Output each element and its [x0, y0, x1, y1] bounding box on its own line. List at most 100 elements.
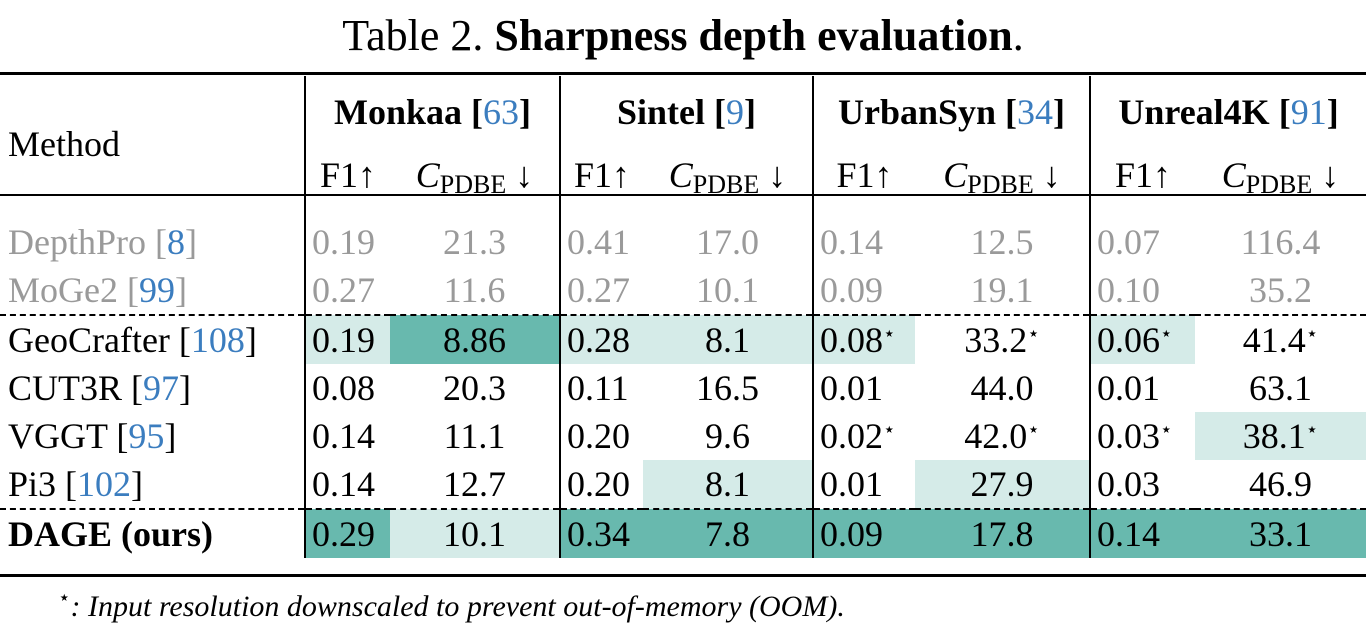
cell-value: 16.5 — [696, 368, 759, 408]
cell-value: 0.09 — [820, 270, 884, 310]
cell-value: 0.14 — [820, 222, 884, 262]
cell-value: 0.06 — [1097, 320, 1161, 360]
table-row: DepthPro [8] 0.19 21.3 0.41 17.0 0.14 12.5 0.07… — [0, 218, 1366, 266]
cpdbe-cell: 42.0⋆ — [915, 412, 1090, 460]
bottom-rule — [0, 574, 1366, 577]
star-marker: ⋆ — [1305, 419, 1319, 441]
f1-cell: 0.29 — [304, 508, 390, 558]
cpdbe-cell: 116.4 — [1195, 218, 1366, 266]
f1-cell: 0.08 — [304, 364, 390, 412]
citation-link[interactable]: 102 — [77, 464, 132, 504]
cell-value: 116.4 — [1240, 222, 1321, 262]
star-marker: ⋆ — [1160, 323, 1173, 345]
citation-link[interactable]: 95 — [128, 416, 165, 456]
spacer-cell — [812, 212, 916, 218]
metric-f1-header: F1↑ — [559, 148, 643, 212]
f1-cell: 0.03⋆ — [1089, 412, 1196, 460]
cpdbe-cell: 33.1 — [1195, 508, 1366, 558]
metric-c: C — [1221, 155, 1246, 195]
dataset-header-unreal4k: Unreal4K [91] — [1089, 76, 1366, 148]
cell-value: 8.86 — [443, 320, 506, 360]
citation-link[interactable]: 91 — [1290, 92, 1327, 132]
cell-value: 0.02 — [820, 416, 884, 456]
f1-cell: 0.02⋆ — [812, 412, 916, 460]
f1-cell: 0.41 — [559, 218, 643, 266]
citation-link[interactable]: 108 — [190, 320, 245, 360]
spacer-cell — [304, 212, 390, 218]
cell-value: 0.01 — [820, 464, 884, 504]
f1-cell: 0.01 — [1089, 364, 1196, 412]
citation-link[interactable]: 63 — [483, 92, 520, 132]
cell-value: 0.09 — [820, 514, 884, 554]
table-row: GeoCrafter [108] 0.19 8.86 0.28 8.1 0.08⋆ 33.2… — [0, 314, 1366, 364]
cell-value: 20.3 — [443, 368, 506, 408]
cell-value: 0.41 — [567, 222, 630, 262]
spacer-cell — [559, 212, 643, 218]
metric-c: C — [415, 155, 440, 195]
f1-cell: 0.07 — [1089, 218, 1196, 266]
dataset-name: Sintel — [617, 92, 706, 132]
metric-cpdbe-header: CPDBE ↓ — [1195, 148, 1366, 212]
cpdbe-cell: 27.9 — [915, 460, 1091, 509]
method-name: DepthPro — [8, 222, 146, 262]
cell-value: 7.8 — [705, 514, 750, 554]
f1-cell: 0.01 — [812, 460, 916, 509]
cpdbe-cell: 41.4⋆ — [1195, 314, 1366, 364]
f1-cell: 0.27 — [559, 266, 643, 315]
cell-value: 12.5 — [970, 222, 1034, 262]
results-table: Method Monkaa [63] Sintel [9] UrbanSyn [34… — [0, 76, 1366, 558]
f1-cell: 0.06⋆ — [1089, 314, 1196, 364]
cell-value: 0.01 — [1097, 368, 1161, 408]
citation-link[interactable]: 9 — [726, 92, 745, 132]
cell-value: 27.9 — [970, 464, 1034, 504]
cell-value: 0.08 — [312, 368, 375, 408]
star-marker: ⋆ — [1027, 323, 1040, 345]
metric-c-sub: PDBE — [967, 170, 1034, 199]
method-cell: DepthPro [8] — [8, 222, 197, 262]
metric-f1-header: F1↑ — [812, 148, 916, 212]
metric-c-sub: PDBE — [692, 170, 760, 199]
f1-cell: 0.08⋆ — [812, 314, 916, 364]
cell-value: 0.14 — [1097, 514, 1161, 554]
star-marker: ⋆ — [1305, 323, 1319, 345]
f1-cell: 0.20 — [559, 412, 643, 460]
cpdbe-cell: 17.8 — [915, 508, 1091, 558]
f1-cell: 0.09 — [812, 266, 916, 315]
cell-value: 0.10 — [1097, 270, 1161, 310]
citation-link[interactable]: 34 — [1017, 92, 1054, 132]
cell-value: 0.19 — [312, 320, 375, 360]
metric-cpdbe-header: CPDBE ↓ — [390, 148, 560, 212]
down-arrow-icon: ↓ — [1042, 155, 1061, 195]
metric-f1-header: F1↑ — [304, 148, 390, 212]
f1-cell: 0.11 — [559, 364, 643, 412]
cpdbe-cell: 46.9 — [1195, 460, 1366, 509]
cell-value: 0.27 — [312, 270, 375, 310]
cell-value: 33.1 — [1249, 514, 1313, 554]
method-cell: DAGE (ours) — [0, 508, 305, 558]
cpdbe-cell: 8.1 — [643, 314, 814, 364]
citation-link[interactable]: 8 — [167, 222, 185, 262]
footnote-text: : Input resolution downscaled to prevent… — [70, 590, 845, 623]
citation-link[interactable]: 97 — [143, 368, 180, 408]
cpdbe-cell: 10.1 — [643, 266, 813, 315]
star-marker: ⋆ — [883, 323, 896, 345]
dataset-name: Unreal4K — [1118, 92, 1270, 132]
cpdbe-cell: 63.1 — [1195, 364, 1366, 412]
dataset-header-monkaa: Monkaa [63] — [304, 76, 560, 148]
cell-value: 0.14 — [312, 464, 375, 504]
cell-value: 0.19 — [312, 222, 375, 262]
cpdbe-cell: 17.0 — [643, 218, 813, 266]
f1-cell: 0.27 — [304, 266, 390, 315]
cpdbe-cell: 12.5 — [915, 218, 1090, 266]
metric-c: C — [668, 155, 693, 195]
cpdbe-cell: 7.8 — [643, 508, 814, 558]
citation-link[interactable]: 99 — [139, 270, 175, 310]
cell-value: 10.1 — [443, 514, 506, 554]
metric-cpdbe-header: CPDBE ↓ — [643, 148, 813, 212]
cell-value: 11.6 — [443, 270, 506, 310]
spacer-cell — [1089, 212, 1196, 218]
f1-cell: 0.19 — [304, 314, 390, 364]
cell-value: 0.01 — [820, 368, 884, 408]
cpdbe-cell: 12.7 — [390, 460, 560, 509]
method-header: Method — [8, 124, 120, 164]
